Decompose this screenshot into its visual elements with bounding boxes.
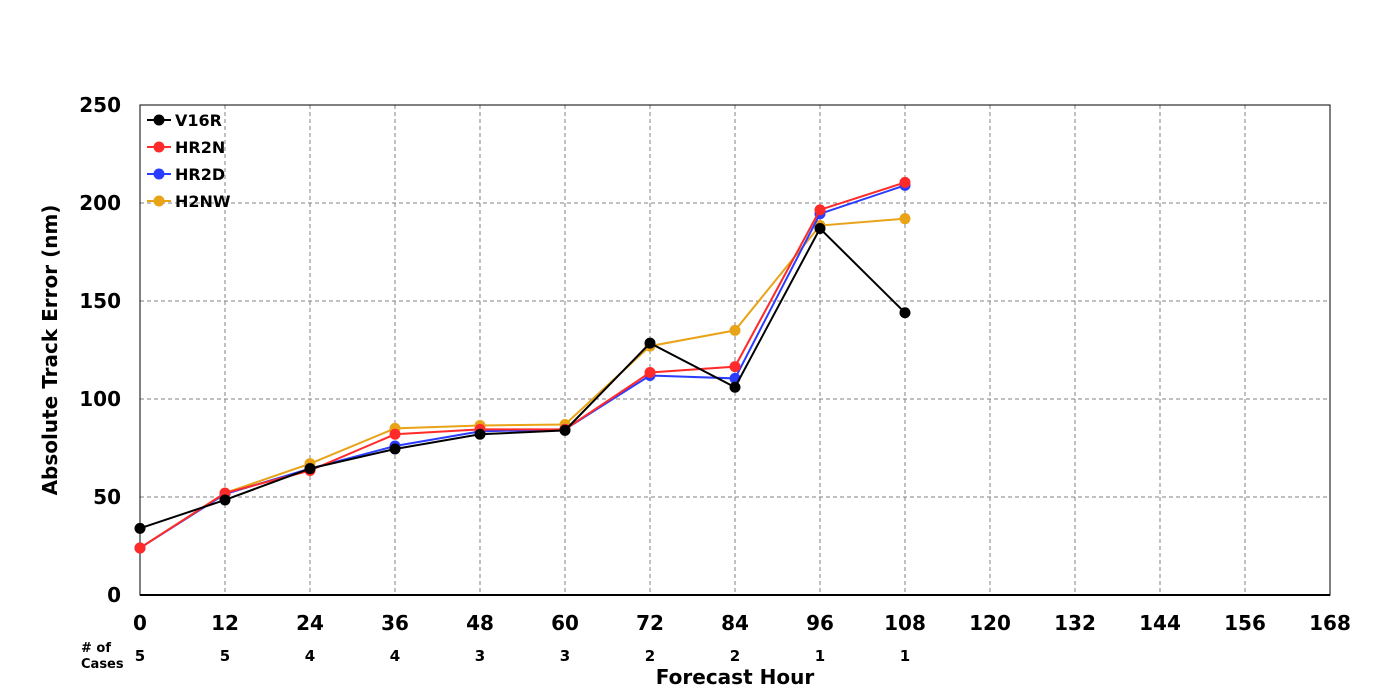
series-line (139, 217, 906, 549)
legend-label: V16R (175, 111, 222, 130)
x-tick-label: 0 (133, 611, 147, 635)
y-tick-label: 0 (107, 583, 121, 607)
x-tick-label: 12 (211, 611, 239, 635)
data-point (389, 443, 401, 455)
data-point (474, 428, 486, 440)
x-tick-label: 24 (296, 611, 324, 635)
data-point (219, 494, 231, 506)
cases-count: 2 (730, 647, 740, 665)
cases-count: 1 (900, 647, 910, 665)
data-series (134, 176, 911, 554)
data-point (559, 424, 571, 436)
x-tick-label: 60 (551, 611, 579, 635)
grid-lines (140, 105, 1330, 595)
legend-item-hr2n: HR2N (147, 138, 225, 157)
series-line (139, 184, 906, 549)
data-point (389, 428, 401, 440)
legend-item-hr2d: HR2D (147, 165, 225, 184)
legend-marker (153, 195, 165, 207)
cases-label-line-1: # of (81, 641, 111, 656)
legend-label: HR2D (175, 165, 225, 184)
data-point (899, 307, 911, 319)
legend-label: H2NW (175, 192, 231, 211)
data-point (899, 176, 911, 188)
x-tick-labels: 0 12 24 36 48 60 72 84 96 108 120 132 144 156 168 (133, 611, 1351, 635)
data-point (644, 367, 656, 379)
cases-row: # of Cases 5 5 4 4 3 3 2 2 1 1 (81, 641, 910, 672)
data-point (134, 522, 146, 534)
series-line (139, 181, 906, 549)
data-point (134, 542, 146, 554)
y-tick-labels: 0 50 100 150 200 250 (79, 93, 121, 607)
x-tick-label: 120 (969, 611, 1011, 635)
cases-count: 5 (220, 647, 230, 665)
x-tick-label: 144 (1139, 611, 1181, 635)
data-point (644, 337, 656, 349)
cases-count: 2 (645, 647, 655, 665)
cases-count: 4 (305, 647, 315, 665)
x-tick-label: 36 (381, 611, 409, 635)
y-tick-label: 50 (93, 485, 121, 509)
y-tick-label: 100 (79, 387, 121, 411)
legend-marker (153, 141, 165, 153)
data-point (814, 222, 826, 234)
data-point (729, 381, 741, 393)
y-axis-title: Absolute Track Error (nm) (38, 205, 62, 496)
legend-item-h2nw: H2NW (147, 192, 231, 211)
legend-item-v16r: V16R (147, 111, 222, 130)
legend: V16R HR2N HR2D H2NW (147, 111, 231, 211)
cases-count: 3 (475, 647, 485, 665)
cases-label-line-2: Cases (81, 657, 124, 672)
data-point (729, 361, 741, 373)
data-point (729, 324, 741, 336)
series-hr2n (134, 176, 911, 554)
x-tick-label: 156 (1224, 611, 1266, 635)
legend-marker (153, 168, 165, 180)
legend-label: HR2N (175, 138, 225, 157)
x-tick-label: 168 (1309, 611, 1351, 635)
cases-count: 5 (135, 647, 145, 665)
x-tick-label: 72 (636, 611, 664, 635)
x-axis-title: Forecast Hour (656, 665, 815, 689)
data-point (899, 213, 911, 225)
x-tick-label: 96 (806, 611, 834, 635)
x-tick-label: 108 (884, 611, 926, 635)
x-tick-label: 84 (721, 611, 749, 635)
series-line (139, 226, 906, 530)
cases-count: 4 (390, 647, 400, 665)
data-point (814, 204, 826, 216)
y-tick-label: 150 (79, 289, 121, 313)
data-point (304, 463, 316, 475)
y-tick-label: 200 (79, 191, 121, 215)
x-tick-label: 132 (1054, 611, 1096, 635)
cases-count: 3 (560, 647, 570, 665)
series-v16r (134, 222, 911, 534)
legend-marker (153, 114, 165, 126)
cases-count: 1 (815, 647, 825, 665)
x-tick-label: 48 (466, 611, 494, 635)
y-tick-label: 250 (79, 93, 121, 117)
